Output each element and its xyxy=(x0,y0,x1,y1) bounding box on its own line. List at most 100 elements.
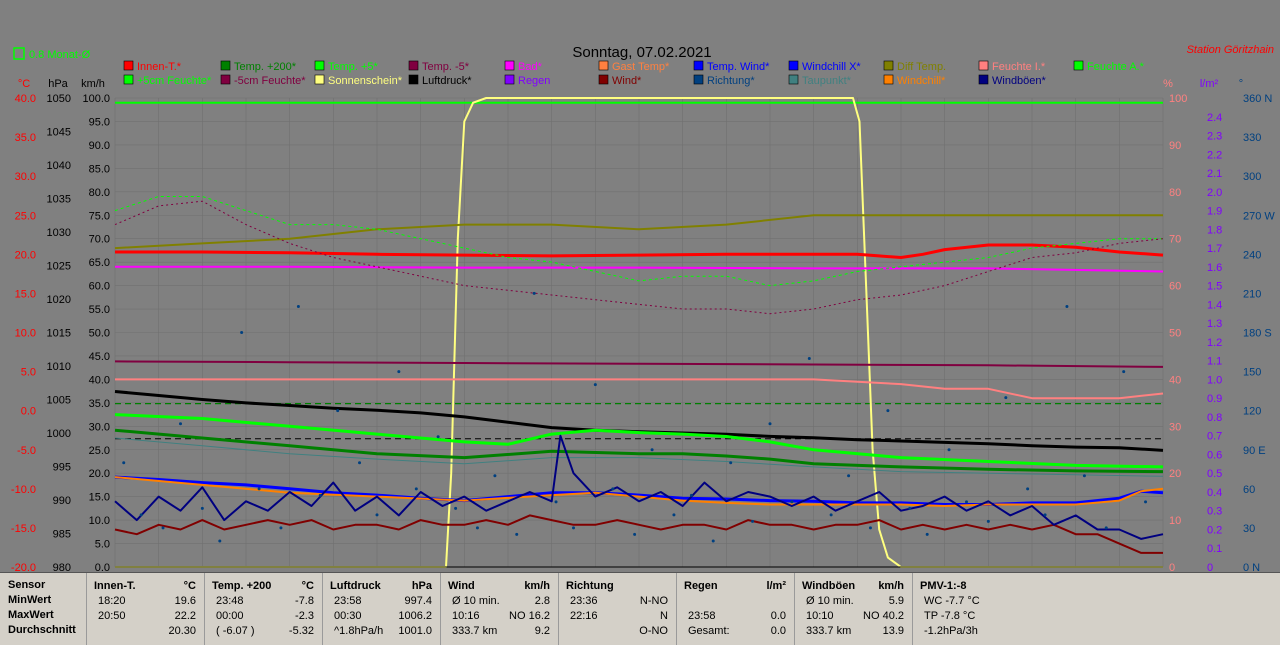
stats-cell-value: 19.6 xyxy=(174,595,196,607)
series-line-temp-5- xyxy=(114,413,1164,469)
axis-tick-rain: 0.9 xyxy=(1207,393,1222,405)
series-point-richtung- xyxy=(1104,526,1108,530)
legend-swatch xyxy=(220,74,231,85)
legend-label: +5cm Feuchte* xyxy=(137,75,212,87)
series-point-richtung- xyxy=(1122,370,1126,374)
series-line-taupunkt- xyxy=(114,437,1164,477)
series-point-richtung- xyxy=(375,513,379,517)
legend-label: -5cm Feuchte* xyxy=(234,75,306,87)
series-point-richtung- xyxy=(257,487,261,491)
axis-tick-rain: 0.7 xyxy=(1207,431,1222,443)
legend-label: Temp. +5* xyxy=(328,61,379,73)
stats-cell-value: N-NO xyxy=(639,595,668,607)
axis-tick-direction: 90 E xyxy=(1243,445,1266,457)
series-point-richtung- xyxy=(218,539,222,543)
series-line-temp-200- xyxy=(114,428,1164,474)
legend-label: Windchill* xyxy=(897,75,946,87)
series-point-richtung- xyxy=(240,331,244,334)
stats-column: Temp. +200 °C 23:48 -7.8 00:00 -2.3 ( -6.07 ) -… xyxy=(204,573,323,645)
axis-tick-temp_c: 5.0 xyxy=(21,367,36,379)
axis-tick-wind_kmh: 5.0 xyxy=(95,539,110,551)
axis-tick-percent: 70 xyxy=(1169,234,1181,246)
stats-column: Wind km/h Ø 10 min. 2.8 10:16 NO 16.2 333.7 km… xyxy=(440,573,559,645)
stats-column: Innen-T. °C 18:20 19.6 20:50 22.2 20.30 xyxy=(86,573,205,645)
axis-tick-direction: 60 xyxy=(1243,484,1255,496)
stats-cell-label: 10:10 xyxy=(806,610,834,622)
legend-label: Luftdruck* xyxy=(422,75,472,87)
stats-cell-value: -7.8 xyxy=(295,595,314,607)
stats-cell-label: 00:00 xyxy=(216,610,244,622)
series-point-richtung- xyxy=(650,448,654,452)
legend-swatch xyxy=(693,60,704,71)
series-line-windb-en- xyxy=(114,434,1164,540)
series-line-bad- xyxy=(115,265,1164,273)
series-point-richtung- xyxy=(729,461,733,465)
series-line-temp-5- xyxy=(114,360,1164,368)
axis-tick-wind_kmh: 35.0 xyxy=(89,398,110,410)
series-point-richtung- xyxy=(1004,396,1008,400)
stats-cell-label: Ø 10 min. xyxy=(452,595,500,607)
legend-swatch xyxy=(788,74,799,85)
series-point-richtung- xyxy=(633,532,637,536)
axis-tick-rain: 1.9 xyxy=(1207,206,1222,218)
column-header: Regen xyxy=(684,580,718,592)
series-point-richtung- xyxy=(868,526,872,530)
stats-cell-value: 1006.2 xyxy=(398,610,432,622)
axis-tick-percent: 0 xyxy=(1169,562,1175,574)
axis-tick-percent: 100 xyxy=(1169,93,1187,105)
legend-label: Temp. -5* xyxy=(422,61,470,73)
axis-tick-temp_c: 10.0 xyxy=(15,328,36,340)
series-point-richtung- xyxy=(532,291,536,295)
axis-unit-lm2: l/m² xyxy=(1200,78,1219,90)
stats-cell-value: 1001.0 xyxy=(398,625,432,637)
legend-label: Taupunkt* xyxy=(802,75,852,87)
stats-cell-label: 22:16 xyxy=(570,610,598,622)
legend-swatch xyxy=(1073,60,1084,71)
axis-tick-pressure_hpa: 1040 xyxy=(47,160,71,172)
legend-swatch xyxy=(408,60,419,71)
legend-swatch xyxy=(788,60,799,71)
series-point-richtung- xyxy=(1144,500,1148,504)
stats-cell-label: 23:58 xyxy=(688,610,716,622)
series-point-richtung- xyxy=(493,474,497,478)
axis-tick-percent: 10 xyxy=(1169,515,1181,527)
axis-unit-dir: ° xyxy=(1239,78,1243,90)
series-point-richtung- xyxy=(751,519,755,523)
series-line-innen-t- xyxy=(115,243,1164,259)
row-label: MaxWert xyxy=(8,609,54,621)
column-unit: km/h xyxy=(524,580,550,592)
row-label: Durchschnitt xyxy=(8,624,76,636)
axis-tick-wind_kmh: 15.0 xyxy=(89,492,110,504)
axis-tick-direction: 150 xyxy=(1243,367,1261,379)
column-header: Luftdruck xyxy=(330,580,381,592)
stats-cell-value: 20.30 xyxy=(168,625,196,637)
axis-tick-pressure_hpa: 1005 xyxy=(47,395,71,407)
axis-tick-wind_kmh: 50.0 xyxy=(89,328,110,340)
stats-cell-label: 333.7 km xyxy=(806,625,852,637)
axis-tick-pressure_hpa: 1025 xyxy=(47,261,71,273)
stats-cell-label: 23:36 xyxy=(570,595,598,607)
axis-tick-rain: 0.8 xyxy=(1207,412,1222,424)
stats-cell-value: 9.2 xyxy=(534,625,550,637)
axis-tick-rain: 1.0 xyxy=(1207,374,1222,386)
axis-tick-direction: 0 N xyxy=(1243,562,1260,574)
axis-tick-rain: 1.1 xyxy=(1207,356,1222,368)
stats-cell-value: -5.32 xyxy=(288,625,314,637)
series-line-temp-wind- xyxy=(114,475,1164,506)
series-point-richtung- xyxy=(1065,304,1069,308)
axis-tick-pressure_hpa: 995 xyxy=(53,462,71,474)
stats-column: Regen l/m² 23:58 0.0 Gesamt: 0.0 xyxy=(676,573,795,645)
row-labels-column: Sensor MinWert MaxWert Durchschnitt xyxy=(0,573,87,645)
stats-cell-value: 997.4 xyxy=(404,595,432,607)
series-point-richtung- xyxy=(1026,487,1030,491)
legend-swatch xyxy=(408,74,419,85)
axis-tick-temp_c: -20.0 xyxy=(11,562,36,574)
axis-tick-direction: 30 xyxy=(1243,523,1255,535)
legend-swatch xyxy=(123,60,134,71)
axis-tick-direction: 210 xyxy=(1243,288,1261,300)
axis-tick-pressure_hpa: 1030 xyxy=(47,227,71,239)
series-point-richtung- xyxy=(908,506,912,510)
series-line-feuchte-i- xyxy=(115,378,1164,400)
axis-tick-wind_kmh: 30.0 xyxy=(89,421,110,433)
axis-tick-wind_kmh: 60.0 xyxy=(89,281,110,293)
